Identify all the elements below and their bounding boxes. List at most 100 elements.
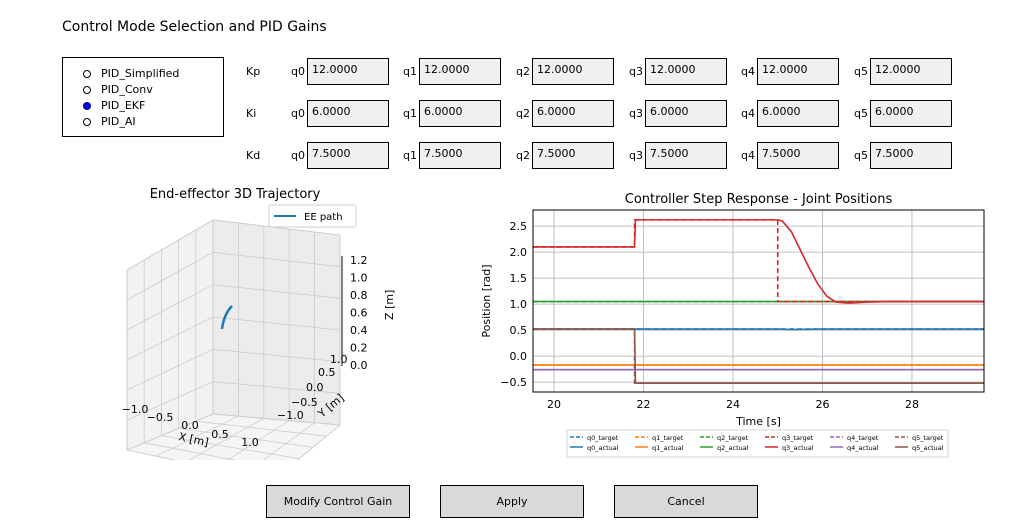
legend-label: q4_actual <box>847 444 879 452</box>
radio-pid-ai[interactable]: PID_AI <box>83 115 136 128</box>
y-tick-label: 0.5 <box>318 366 336 379</box>
control-mode-radio-group: PID_Simplified PID_Conv PID_EKF PID_AI <box>62 57 224 137</box>
apply-button[interactable]: Apply <box>440 485 584 518</box>
ki-q0-input[interactable]: 6.0000 <box>307 100 389 127</box>
grid-line <box>212 381 341 394</box>
joint-label: q2 <box>516 107 530 120</box>
legend-label: q3_target <box>782 434 814 442</box>
x-axis-label: X [m] <box>177 430 209 449</box>
legend-label: q4_target <box>847 434 879 442</box>
joint-label: q1 <box>403 107 417 120</box>
y-tick-label: 0.0 <box>510 350 528 363</box>
kp-q0-input[interactable]: 12.0000 <box>307 58 389 85</box>
z-tick-label: 0.2 <box>350 342 368 355</box>
series-q3-actual <box>533 219 984 304</box>
x-axis-label: Time [s] <box>735 415 781 428</box>
ki-q3-input[interactable]: 6.0000 <box>645 100 727 127</box>
radio-pid-simplified[interactable]: PID_Simplified <box>83 67 179 80</box>
radio-pid-conv[interactable]: PID_Conv <box>83 83 153 96</box>
y-tick-label: −0.5 <box>500 376 527 389</box>
legend-label: q0_actual <box>587 444 619 452</box>
z-axis-label: Z [m] <box>383 290 396 320</box>
grid-line <box>126 219 214 271</box>
legend-label: q5_target <box>912 434 944 442</box>
radio-pid-ekf[interactable]: PID_EKF <box>83 99 145 112</box>
legend-label: EE path <box>304 212 343 223</box>
kd-q1-input[interactable]: 7.5000 <box>419 142 501 169</box>
radio-selected-icon <box>83 101 91 110</box>
joint-label: q0 <box>291 65 305 78</box>
cancel-button[interactable]: Cancel <box>614 485 758 518</box>
kp-q4-input[interactable]: 12.0000 <box>757 58 839 85</box>
z-tick-label: 1.2 <box>350 254 368 267</box>
y-tick-label: 1.0 <box>510 298 528 311</box>
trajectory-title: End-effector 3D Trajectory <box>150 187 321 202</box>
kp-q2-input[interactable]: 12.0000 <box>532 58 614 85</box>
joint-label: q2 <box>516 149 530 162</box>
joint-label: q0 <box>291 107 305 120</box>
grid-line <box>212 413 341 426</box>
grid-line <box>212 219 341 236</box>
legend-label: q0_target <box>587 434 619 442</box>
grid-line <box>126 413 214 451</box>
grid-line <box>144 442 237 460</box>
gain-row-label: Ki <box>246 107 257 120</box>
z-tick-label: 0.6 <box>350 307 368 320</box>
x-tick-label: 28 <box>905 398 919 411</box>
legend-label: q2_target <box>717 434 749 442</box>
radio-label: PID_Conv <box>101 83 153 96</box>
legend-label: q1_actual <box>652 444 684 452</box>
joint-label: q2 <box>516 65 530 78</box>
grid-line <box>195 420 327 437</box>
panel-title: Control Mode Selection and PID Gains <box>62 19 327 35</box>
grid-line <box>126 251 214 301</box>
kd-q5-input[interactable]: 7.5000 <box>870 142 952 169</box>
joint-label: q0 <box>291 149 305 162</box>
kd-q2-input[interactable]: 7.5000 <box>532 142 614 169</box>
kd-q0-input[interactable]: 7.5000 <box>307 142 389 169</box>
y-tick-label: 2.5 <box>510 220 528 233</box>
radio-label: PID_EKF <box>101 99 146 112</box>
kd-q3-input[interactable]: 7.5000 <box>645 142 727 169</box>
joint-label: q4 <box>741 149 755 162</box>
grid-line <box>188 418 264 460</box>
kp-q5-input[interactable]: 12.0000 <box>870 58 952 85</box>
gain-row-label: Kp <box>246 65 261 78</box>
modify-control-gain-button[interactable]: Modify Control Gain <box>266 485 410 518</box>
kp-q1-input[interactable]: 12.0000 <box>419 58 501 85</box>
radio-label: PID_Simplified <box>101 67 180 80</box>
y-tick-label: 1.5 <box>510 272 528 285</box>
gain-row-label: Kd <box>246 149 261 162</box>
radio-circle-icon <box>83 69 91 78</box>
ki-q5-input[interactable]: 6.0000 <box>870 100 952 127</box>
x-tick-label: 0.5 <box>211 428 229 441</box>
grid-line <box>178 428 313 448</box>
grid-line <box>296 424 341 460</box>
joint-label: q1 <box>403 65 417 78</box>
x-tick-label: 0.0 <box>181 419 199 432</box>
legend-box <box>566 429 949 458</box>
axes-3d-panes <box>125 219 342 460</box>
step-response-chart: Controller Step Response - Joint Positio… <box>480 192 985 458</box>
ki-q1-input[interactable]: 6.0000 <box>419 100 501 127</box>
kd-q4-input[interactable]: 7.5000 <box>757 142 839 169</box>
z-tick-label: 1.0 <box>350 272 368 285</box>
y-tick-label: −0.5 <box>291 396 318 409</box>
ki-q4-input[interactable]: 6.0000 <box>757 100 839 127</box>
joint-label: q5 <box>854 107 868 120</box>
kp-q3-input[interactable]: 12.0000 <box>645 58 727 85</box>
series-q5-actual <box>533 328 984 384</box>
grid-line <box>212 251 341 268</box>
series-q3-target <box>533 219 984 303</box>
grid-line <box>212 284 341 299</box>
joint-label: q4 <box>741 107 755 120</box>
grid-line <box>126 381 214 421</box>
grid-line <box>126 348 214 391</box>
z-tick-label: 0.0 <box>350 359 368 372</box>
ki-q2-input[interactable]: 6.0000 <box>532 100 614 127</box>
y-axis-label: Position [rad] <box>480 264 493 337</box>
x-tick-label: 1.0 <box>241 436 259 449</box>
joint-label: q3 <box>629 107 643 120</box>
y-tick-label: 0.0 <box>306 381 324 394</box>
x-tick-label: 20 <box>547 398 561 411</box>
